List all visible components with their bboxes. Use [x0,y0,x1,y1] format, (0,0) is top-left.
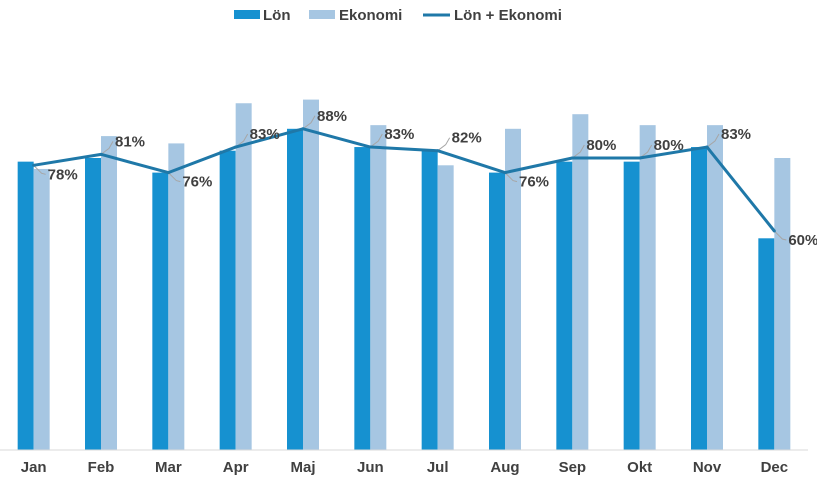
bar-lon-dec [758,238,775,450]
leader-line [706,133,720,148]
x-tick-label: Maj [290,459,315,476]
legend-item-lon: Lön [234,7,291,24]
legend-label-lon: Lön [263,7,291,24]
bar-lon-jul [421,150,438,450]
data-label: 78% [48,166,78,183]
legend-item-lon-ekonomi: Lön + Ekonomi [423,7,562,24]
line-point [436,149,440,153]
bar-lon-sep [556,161,573,450]
bar-ekonomi-maj [303,99,319,450]
line-point [301,127,305,131]
line-series-layer [32,127,776,233]
bar-ekonomi-feb [101,136,117,450]
bars-layer [17,99,791,451]
bar-lon-okt [623,161,640,450]
legend-swatch-ekonomi [309,10,335,19]
line-lon-ekonomi [33,127,776,232]
data-label: 76% [182,174,212,191]
leader-line [167,172,181,183]
leader-line [437,137,451,152]
leader-line [302,115,316,130]
legend: Lön Ekonomi Lön + Ekonomi [234,7,562,24]
x-tick-label: Jun [357,459,384,476]
x-tick-label: Okt [627,459,652,476]
line-point [772,229,776,233]
leader-line [370,133,383,148]
bar-ekonomi-jul [437,165,454,451]
legend-label-ekonomi: Ekonomi [339,7,402,24]
bar-lon-aug [489,172,505,450]
leader-line [33,164,46,175]
data-label: 83% [250,126,280,143]
data-label: 76% [519,174,549,191]
x-tick-labels: Jan Feb Mar Apr Maj Jun Jul Aug Sep Okt Nov Dec [21,459,788,476]
legend-swatch-lon [234,10,260,19]
data-label: 81% [115,133,145,150]
bar-lon-feb [85,158,101,450]
data-label: 80% [654,137,684,154]
bar-ekonomi-apr [235,103,252,450]
bar-lon-jan [17,161,34,450]
line-point [166,171,170,175]
data-label: 82% [452,130,482,147]
bar-ekonomi-aug [505,128,521,451]
line-point [32,163,36,167]
line-point [570,156,574,160]
bar-lon-nov [691,147,707,451]
bar-lon-maj [287,128,303,451]
line-point [638,156,642,160]
bar-lon-mar [152,172,169,450]
leader-line [504,172,518,183]
bar-lon-jun [354,147,371,451]
x-tick-label: Dec [761,459,789,476]
data-label: 88% [317,108,347,125]
data-labels-layer: 78% 81% 76% 83% 88% 83% 82% 76% 80% 80% 83% 60% [48,108,817,249]
line-point [368,145,372,149]
x-tick-label: Mar [155,459,182,476]
leader-line [100,141,114,155]
x-tick-label: Sep [559,459,587,476]
x-tick-label: Aug [490,459,519,476]
leader-line [639,144,653,159]
line-point [99,152,103,156]
x-tick-label: Jan [21,459,47,476]
data-label: 60% [788,232,817,249]
x-tick-label: Jul [427,459,449,476]
line-point [234,145,238,149]
bar-ekonomi-okt [639,125,656,451]
bar-ekonomi-dec [774,158,791,450]
bar-ekonomi-jan [33,168,50,450]
data-label: 83% [384,126,414,143]
x-tick-label: Feb [88,459,115,476]
leader-line [773,230,787,241]
data-label: 83% [721,126,751,143]
line-point [705,145,709,149]
bar-ekonomi-nov [707,125,723,451]
leader-line [572,144,585,159]
bar-lon-apr [219,150,236,450]
line-point [503,171,507,175]
bar-ekonomi-sep [572,114,589,450]
legend-label-lon-ekonomi: Lön + Ekonomi [454,7,562,24]
bar-ekonomi-mar [168,143,185,450]
data-label: 80% [586,137,616,154]
x-tick-label: Apr [223,459,249,476]
legend-item-ekonomi: Ekonomi [309,7,402,24]
bar-ekonomi-jun [370,125,387,451]
x-tick-label: Nov [693,459,722,476]
